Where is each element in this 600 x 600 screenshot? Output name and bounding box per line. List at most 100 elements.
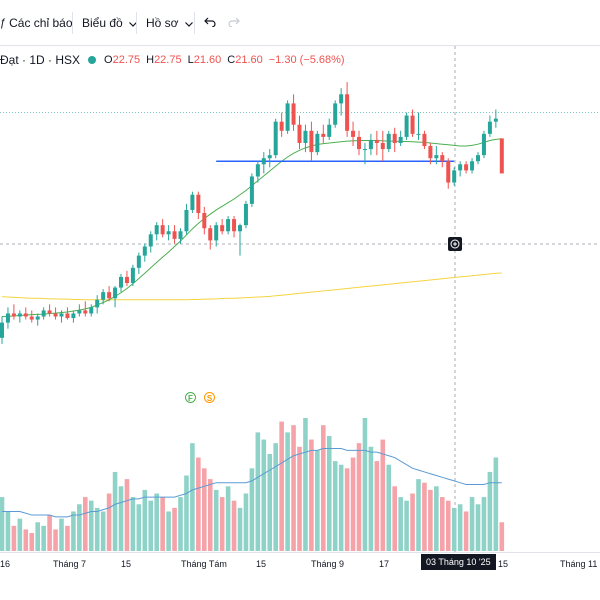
volume-bar	[255, 432, 261, 551]
candle-body	[238, 225, 242, 232]
split-badge[interactable]: S	[204, 392, 215, 403]
volume-bar	[487, 471, 493, 551]
volume-bar	[130, 497, 136, 551]
volume-bar	[207, 479, 213, 551]
volume-bar	[469, 497, 475, 551]
candle-body	[226, 219, 231, 232]
indicators-button[interactable]: ƒ Các chỉ báo	[0, 0, 73, 46]
volume-bar	[100, 511, 106, 551]
candle-body	[35, 316, 40, 320]
volume-bar	[59, 518, 64, 551]
volume-bar	[237, 507, 243, 551]
candle-body	[190, 194, 195, 210]
candle-body	[59, 313, 64, 317]
candle-body	[374, 139, 379, 143]
candle-body	[41, 310, 46, 317]
candle-body	[440, 155, 445, 162]
volume-bar	[41, 525, 46, 551]
candle-body	[279, 121, 284, 131]
axis-label: 16	[0, 559, 11, 569]
volume-bar	[481, 497, 487, 551]
candle-body	[315, 133, 320, 153]
axis-label: Tháng 11	[560, 559, 598, 569]
volume-bar	[315, 450, 320, 551]
market-status-icon	[88, 56, 97, 64]
candle-body	[297, 124, 302, 143]
chevron-down-icon	[184, 16, 193, 30]
volume-bar	[344, 468, 350, 551]
candle-body	[267, 155, 272, 159]
axis-label: Tháng Tám	[181, 559, 227, 569]
volume-bar	[350, 457, 356, 551]
candle-body	[77, 310, 82, 314]
volume-bar	[398, 497, 403, 551]
open-key: O	[104, 54, 113, 66]
candle-body	[23, 313, 28, 317]
volume-bar	[338, 464, 344, 551]
volume-bar	[297, 446, 302, 551]
volume-bar	[184, 475, 189, 551]
top-toolbar: ƒ Các chỉ báo Biểu đồ Hồ sơ	[0, 0, 600, 46]
candle-body	[321, 133, 326, 137]
candle-body	[166, 231, 171, 235]
candle-body	[83, 310, 88, 314]
candle-body	[184, 209, 189, 232]
volume-bar	[243, 493, 249, 551]
low-key: L	[187, 54, 194, 66]
symbol-legend: Đạt · 1D · HSX O 22.75 H 22.75 L 21.60 C 21.…	[0, 50, 345, 70]
financials-badge[interactable]: F	[185, 392, 196, 403]
candle-body	[428, 146, 433, 159]
toolbar-divider	[136, 12, 137, 34]
candle-body	[309, 130, 314, 153]
candle-body	[17, 313, 22, 317]
candle-body	[142, 246, 147, 256]
candle-body	[0, 322, 4, 338]
volume-bar	[83, 497, 88, 551]
candle-body	[398, 136, 403, 143]
candle-body	[273, 121, 278, 156]
profile-dropdown[interactable]: Hồ sơ	[146, 0, 193, 46]
chart-type-dropdown[interactable]: Biểu đồ	[82, 0, 137, 46]
candle-body	[154, 225, 159, 235]
axis-label: 15	[121, 559, 132, 569]
candle-body	[333, 103, 338, 125]
undo-button[interactable]	[204, 0, 220, 46]
volume-bar	[0, 497, 5, 551]
ma-yellow-line	[1, 272, 502, 301]
volume-bar	[332, 461, 338, 551]
high-key: H	[146, 54, 155, 66]
candle-body	[130, 267, 135, 284]
plus-circle-icon	[450, 239, 460, 249]
volume-bar	[326, 435, 332, 551]
volume-bar	[386, 464, 392, 551]
volume-bar	[11, 525, 17, 551]
candle-body	[107, 292, 112, 299]
volume-bar	[493, 457, 499, 551]
candle-body	[11, 313, 16, 317]
volume-bar	[291, 425, 296, 551]
high-value: 22.75	[154, 54, 182, 66]
candle-body	[422, 133, 427, 147]
footer-bar	[0, 576, 600, 600]
candle-body	[499, 138, 504, 174]
redo-button[interactable]	[228, 0, 244, 46]
volume-bar	[94, 507, 100, 551]
candle-body	[487, 121, 492, 134]
candle-body	[351, 130, 356, 137]
volume-bar	[356, 443, 362, 551]
candle-body	[249, 176, 254, 204]
candle-body	[208, 228, 213, 241]
volume-bar	[118, 486, 124, 551]
candle-body	[392, 133, 397, 143]
volume-bar	[374, 461, 380, 551]
volume-bar	[392, 486, 397, 551]
candle-body	[119, 276, 123, 288]
profile-label: Hồ sơ	[146, 16, 179, 30]
price-chart[interactable]	[0, 46, 600, 552]
volume-bar	[112, 471, 118, 551]
volume-bar	[499, 522, 505, 551]
volume-bar	[225, 486, 231, 551]
volume-bar	[71, 511, 76, 551]
volume-bar	[172, 507, 177, 551]
candle-body	[345, 94, 350, 131]
